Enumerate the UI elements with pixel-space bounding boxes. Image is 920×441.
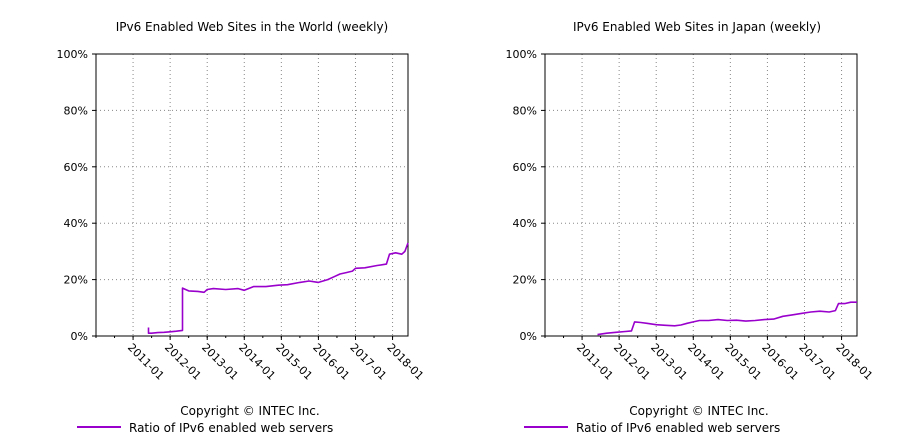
plot-frame — [95, 53, 409, 337]
x-tick-label: 2015-01 — [722, 341, 764, 383]
x-tick-label: 2018-01 — [833, 341, 875, 383]
chart-title: IPv6 Enabled Web Sites in the World (wee… — [116, 20, 389, 34]
y-tick-label: 40% — [513, 217, 537, 230]
series-line — [597, 301, 857, 336]
y-tick-label: 80% — [513, 104, 537, 117]
x-tick-label: 2016-01 — [759, 341, 801, 383]
x-tick-label: 2013-01 — [648, 341, 690, 383]
y-tick-label: 0% — [71, 330, 88, 343]
x-tick-label: 2018-01 — [384, 341, 426, 383]
x-tick-label: 2012-01 — [162, 341, 204, 383]
x-tick-label: 2011-01 — [125, 341, 167, 383]
x-tick-label: 2016-01 — [310, 341, 352, 383]
y-tick-label: 20% — [64, 274, 88, 287]
x-tick-label: 2013-01 — [199, 341, 241, 383]
y-tick-label: 20% — [513, 274, 537, 287]
y-tick-label: 0% — [520, 330, 537, 343]
x-tick-label: 2014-01 — [685, 341, 727, 383]
x-tick-label: 2017-01 — [347, 341, 389, 383]
x-tick-label: 2017-01 — [796, 341, 838, 383]
series-line — [147, 242, 409, 335]
x-tick-label: 2015-01 — [273, 341, 315, 383]
y-tick-label: 60% — [64, 161, 88, 174]
copyright-text: Copyright © INTEC Inc. — [180, 404, 319, 418]
x-tick-label: 2011-01 — [574, 341, 616, 383]
plot-frame — [544, 53, 858, 337]
y-tick-label: 100% — [57, 48, 88, 61]
x-tick-label: 2014-01 — [236, 341, 278, 383]
chart-panel-2: IPv6 Enabled Web Sites in Japan (weekly)… — [506, 20, 876, 435]
legend-label: Ratio of IPv6 enabled web servers — [576, 421, 780, 435]
copyright-text: Copyright © INTEC Inc. — [629, 404, 768, 418]
x-tick-label: 2012-01 — [611, 341, 653, 383]
chart-panel-1: IPv6 Enabled Web Sites in the World (wee… — [57, 20, 427, 435]
y-tick-label: 80% — [64, 104, 88, 117]
y-tick-label: 60% — [513, 161, 537, 174]
legend-label: Ratio of IPv6 enabled web servers — [129, 421, 333, 435]
y-tick-label: 40% — [64, 217, 88, 230]
chart-title: IPv6 Enabled Web Sites in Japan (weekly) — [573, 20, 821, 34]
y-tick-label: 100% — [506, 48, 537, 61]
